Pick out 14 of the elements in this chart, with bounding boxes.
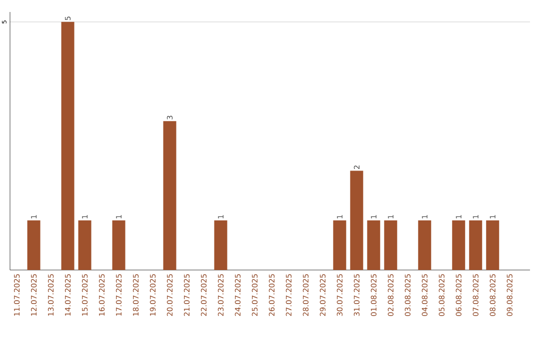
- bar: [350, 170, 364, 270]
- bar: [452, 220, 466, 270]
- bar: [163, 121, 176, 270]
- bar: [333, 220, 346, 270]
- bar: [112, 220, 126, 270]
- bar: [469, 220, 482, 270]
- bar: [384, 220, 398, 270]
- bar: [78, 220, 92, 270]
- bar: [486, 220, 500, 270]
- bar: [418, 220, 432, 270]
- bar: [61, 22, 74, 270]
- bar: [27, 220, 40, 270]
- bar: [367, 220, 380, 270]
- bar: [214, 220, 228, 270]
